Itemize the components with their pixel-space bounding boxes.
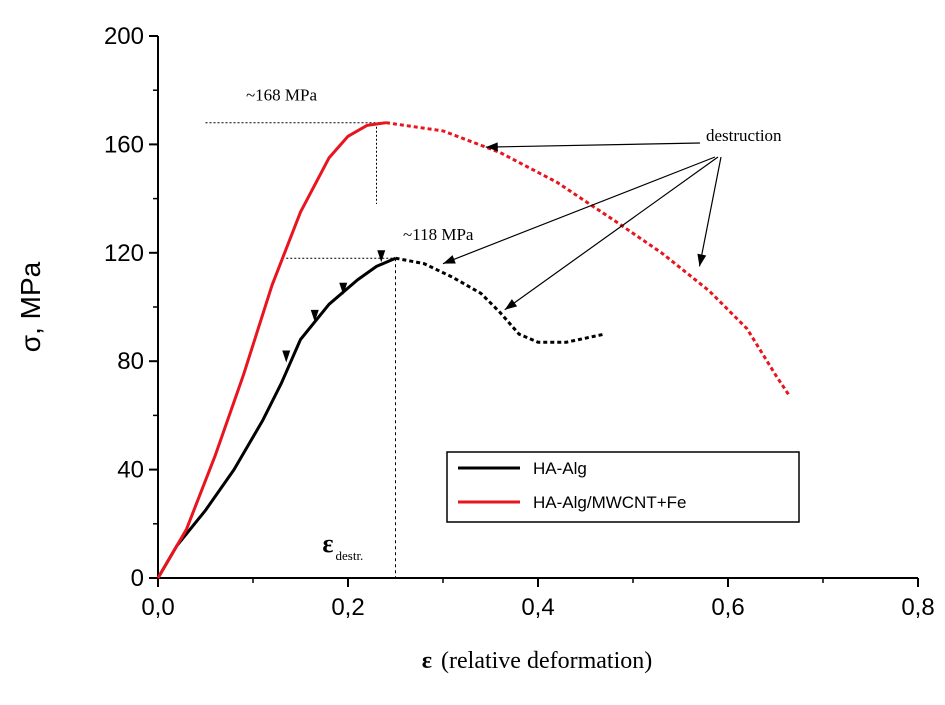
destruction-arrow-head	[697, 253, 707, 267]
strain-marker-subscript: destr.	[336, 548, 364, 563]
y-tick-label: 120	[104, 240, 144, 267]
y-tick-label: 0	[131, 565, 144, 592]
destruction-arrow-head	[443, 255, 456, 264]
legend: HA-Alg HA-Alg/MWCNT+Fe	[446, 451, 800, 523]
x-tick-label: 0,8	[901, 594, 934, 621]
destruction-arrows	[442, 142, 722, 311]
x-tick-label: 0,0	[141, 594, 174, 621]
x-axis-label-symbol: ε	[422, 648, 432, 674]
y-ticks: 0 40 80 120 160 200	[104, 23, 158, 592]
reference-lines	[205, 122, 396, 578]
destruction-label: destruction	[706, 126, 782, 145]
destruction-arrow-line	[698, 156, 722, 267]
data-series	[156, 121, 792, 579]
destruction-arrow-head	[485, 142, 498, 152]
legend-label-ha-alg: HA-Alg	[533, 459, 587, 478]
series-line-dashed-ha-alg	[395, 256, 605, 344]
fracture-mark	[339, 282, 348, 295]
y-tick-label: 160	[104, 131, 144, 158]
strain-marker-symbol: ε	[322, 529, 333, 558]
series-line-ha-alg-mwcnt-fe	[156, 121, 387, 579]
x-axis-label: ε (relative deformation)	[422, 648, 653, 674]
destruction-arrow-line	[442, 156, 716, 265]
x-tick-label: 0,4	[521, 594, 554, 621]
x-tick-label: 0,6	[711, 594, 744, 621]
series-line-dashed-ha-alg-mwcnt-fe	[385, 121, 792, 398]
peak-black-label: ~118 MPa	[403, 225, 474, 244]
destruction-arrow-line	[485, 142, 701, 148]
y-tick-label: 200	[104, 23, 144, 50]
legend-label-ha-alg-mwcnt-fe: HA-Alg/MWCNT+Fe	[533, 493, 686, 512]
y-axis-label: σ, MPa	[15, 261, 46, 352]
x-axis-label-text: (relative deformation)	[441, 648, 652, 674]
legend-box	[446, 451, 800, 523]
fracture-mark	[377, 250, 386, 263]
peak-red-label: ~168 MPa	[246, 86, 318, 105]
x-ticks: 0,0 0,2 0,4 0,6 0,8	[141, 578, 935, 621]
series-line-ha-alg	[156, 256, 397, 579]
destruction-arrow-head	[504, 299, 518, 310]
destruction-arrow-line	[504, 156, 719, 311]
y-tick-label: 80	[117, 348, 144, 375]
y-tick-label: 40	[117, 457, 144, 484]
fracture-mark	[310, 309, 319, 322]
x-tick-label: 0,2	[331, 594, 364, 621]
fracture-mark	[282, 350, 291, 363]
